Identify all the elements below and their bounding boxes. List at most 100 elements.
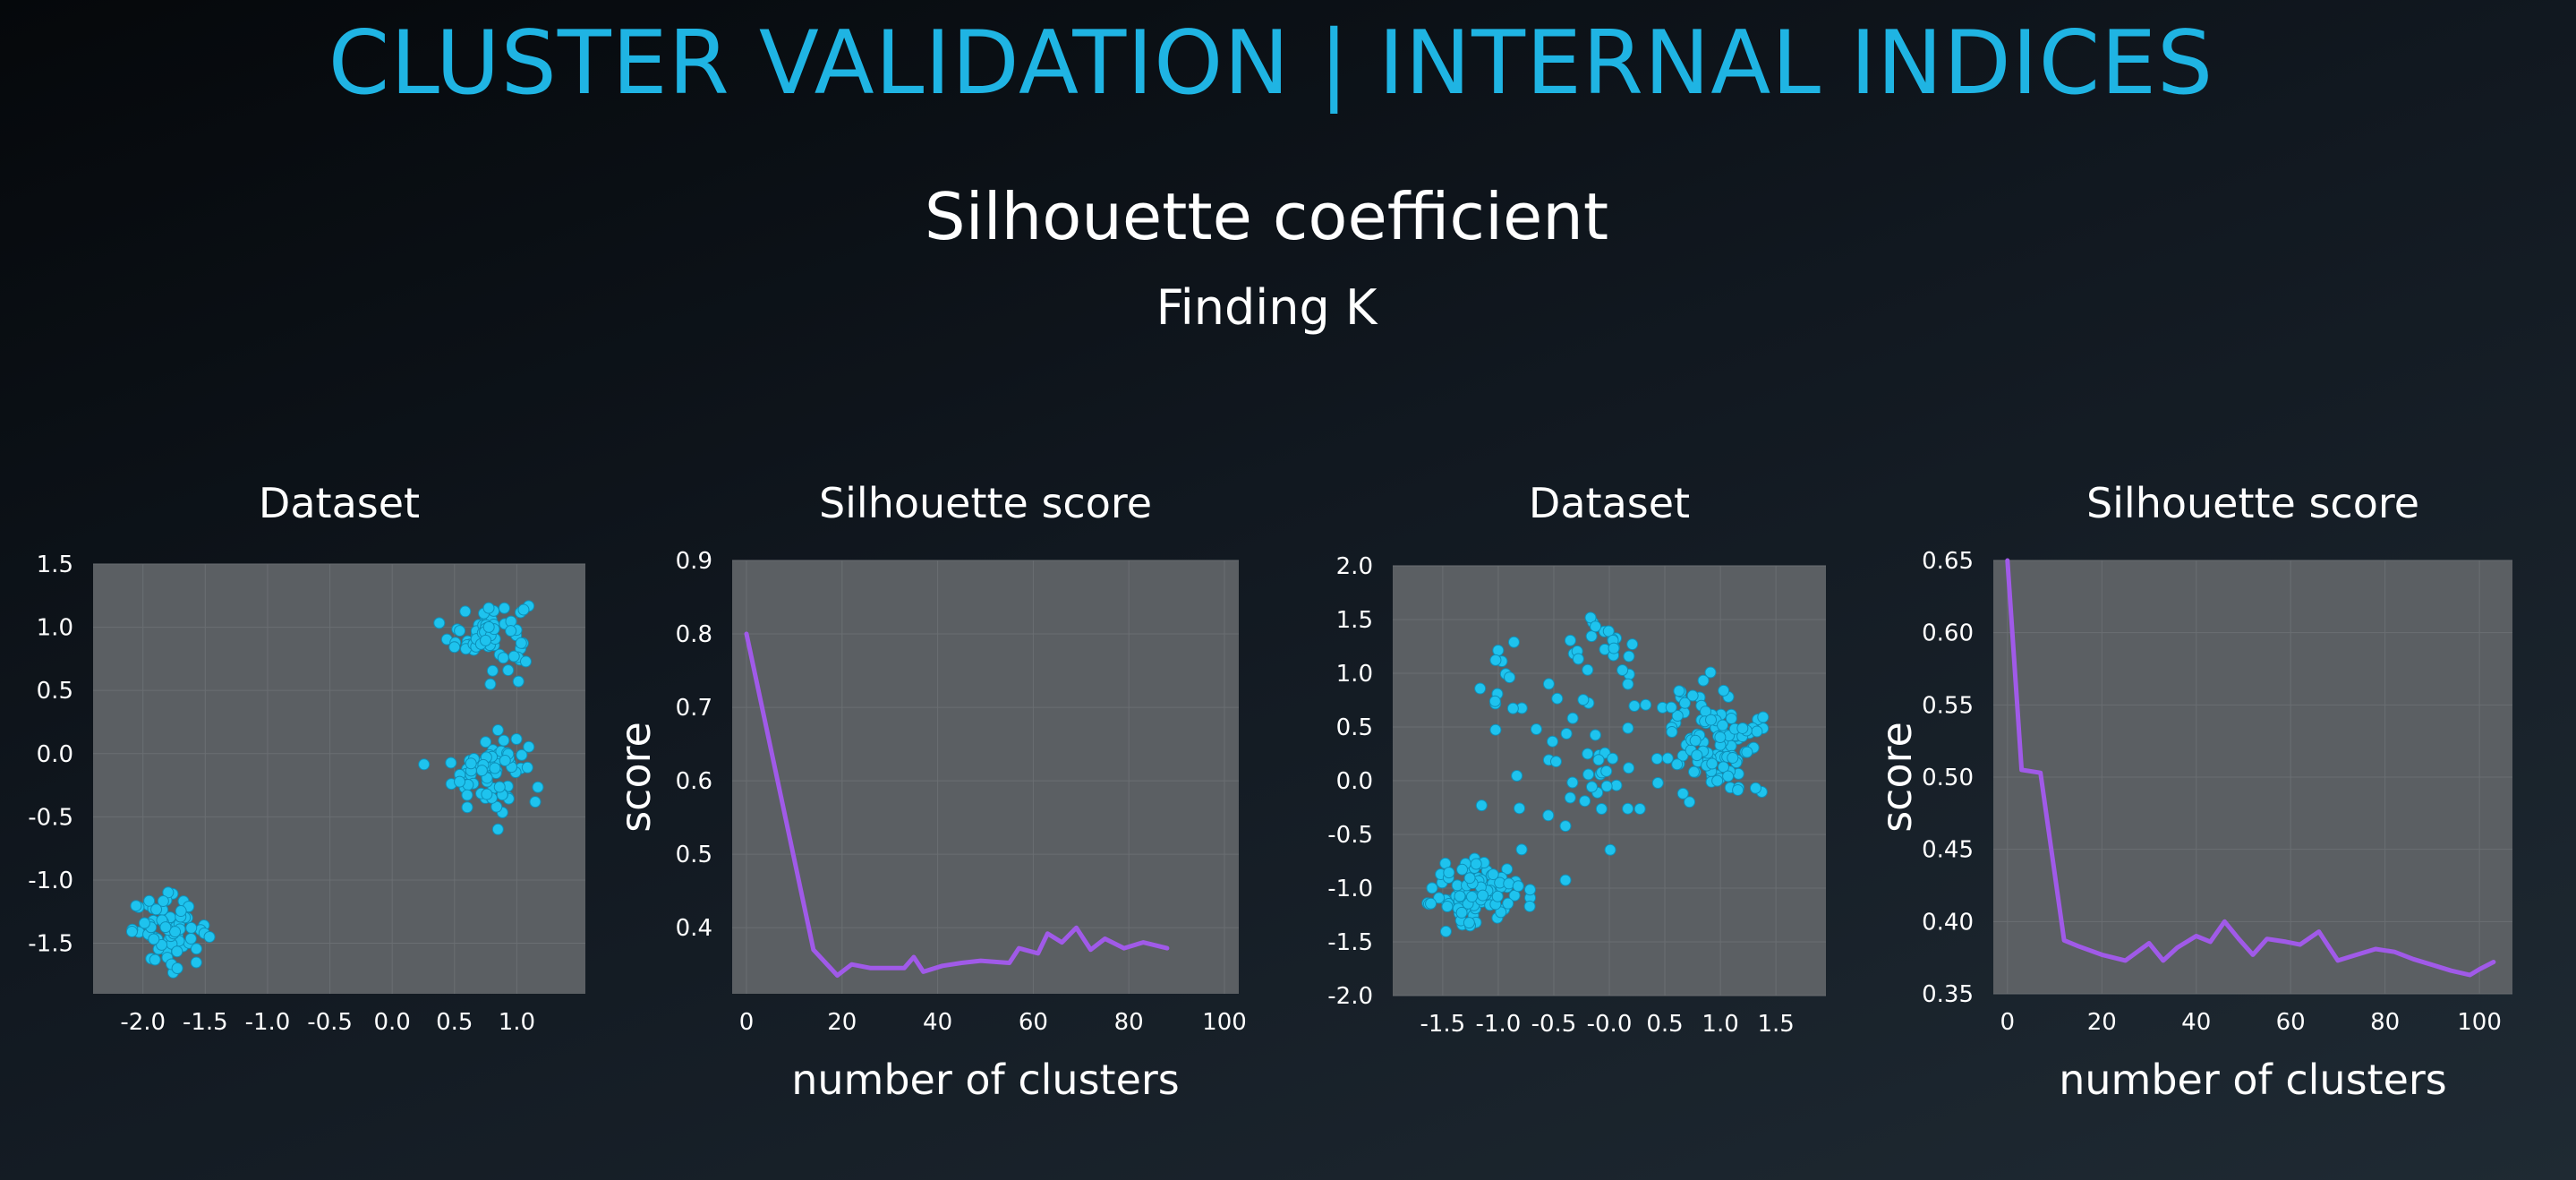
scatter-point xyxy=(190,956,202,969)
scatter-point xyxy=(1757,711,1770,723)
scatter-point xyxy=(1595,803,1608,816)
scatter-point xyxy=(498,734,510,747)
scatter-point xyxy=(159,921,172,934)
scatter-point xyxy=(1714,731,1727,743)
scatter-point xyxy=(1736,722,1749,734)
scatter-point xyxy=(1441,900,1454,912)
y-tick-label: 0.0 xyxy=(37,741,73,768)
scatter-point xyxy=(1477,889,1489,902)
scatter-point xyxy=(1684,796,1696,808)
scatter-point xyxy=(1456,863,1469,876)
x-tick-label: -1.5 xyxy=(1420,1011,1465,1038)
scatter-point xyxy=(1661,752,1674,765)
x-tick-label: -0.5 xyxy=(1531,1011,1577,1038)
scatter-point xyxy=(1678,697,1691,709)
silhouette-line-1: Silhouette score 0 20 40 60 80 100 0.9 0.8 0.7 0.6… xyxy=(611,479,1247,1104)
cluster-1 xyxy=(1421,843,1537,937)
scatter-point xyxy=(1749,782,1761,794)
scatter-point xyxy=(1514,802,1526,815)
chart-title: Dataset xyxy=(259,479,420,527)
scatter-point xyxy=(1628,699,1641,712)
scatter-point xyxy=(1691,749,1703,762)
scatter-point xyxy=(489,762,501,774)
scatter-point xyxy=(418,758,431,771)
y-tick-label: 0.6 xyxy=(676,768,712,795)
scatter-point xyxy=(1542,809,1555,822)
scatter-point xyxy=(502,664,515,677)
scatter-point xyxy=(486,664,499,677)
scatter-point xyxy=(1474,682,1487,695)
scatter-point xyxy=(1506,702,1519,714)
scatter-point xyxy=(1523,884,1536,896)
y-tick-label: -2.0 xyxy=(1327,983,1373,1010)
x-tick-label: 0.5 xyxy=(1646,1011,1683,1038)
scatter-point xyxy=(171,962,183,974)
cluster-4 xyxy=(1564,611,1639,706)
scatter-point xyxy=(482,602,495,614)
x-tick-label: 60 xyxy=(2276,1009,2306,1036)
scatter-point xyxy=(1671,758,1684,771)
scatter-point xyxy=(516,748,528,761)
x-tick-label: 1.5 xyxy=(1757,1011,1794,1038)
scatter-point xyxy=(1722,770,1735,782)
scatter-point xyxy=(521,761,533,774)
scatter-point xyxy=(1622,722,1634,734)
scatter-point xyxy=(498,602,510,614)
x-tick-label: -0.5 xyxy=(307,1009,353,1036)
scatter-point xyxy=(1454,890,1466,902)
scatter-point xyxy=(491,724,504,737)
scatter-point xyxy=(1608,642,1620,654)
scatter-point xyxy=(1584,611,1597,624)
scatter-point xyxy=(148,933,160,945)
scatter-point xyxy=(529,796,542,808)
scatter-point xyxy=(465,757,477,770)
x-tick-label: 80 xyxy=(1114,1009,1144,1036)
scatter-point xyxy=(1465,891,1478,903)
y-tick-label: 1.0 xyxy=(37,615,73,642)
y-tick-label: 0.5 xyxy=(676,842,712,868)
x-tick-label: 0 xyxy=(739,1009,755,1036)
scatter-point xyxy=(1640,698,1652,711)
scatter-point xyxy=(1551,692,1564,705)
scatter-point xyxy=(157,895,169,908)
scatter-point xyxy=(1475,799,1488,812)
scatter-point xyxy=(125,925,138,937)
scatter-point xyxy=(130,900,142,912)
scatter-point xyxy=(162,886,175,899)
scatter-point xyxy=(1530,723,1542,735)
scatter-point xyxy=(1515,843,1528,856)
scatter-point xyxy=(1511,770,1523,782)
cluster-3 xyxy=(125,886,216,979)
scatter-point xyxy=(459,605,472,618)
scatter-point xyxy=(1566,776,1579,789)
scatter-point xyxy=(1582,748,1594,760)
scatter-point xyxy=(175,905,187,918)
x-tick-label: 40 xyxy=(2181,1009,2211,1036)
scatter-point xyxy=(1564,791,1576,804)
scatter-point xyxy=(482,620,495,633)
scatter-point xyxy=(156,938,168,951)
y-tick-label: -0.5 xyxy=(1327,822,1373,849)
scatter-point xyxy=(1666,725,1678,738)
cluster-2 xyxy=(418,724,544,835)
scatter-point xyxy=(1512,880,1524,893)
scatter-point xyxy=(1491,890,1504,902)
scatter-point xyxy=(1623,762,1635,774)
y-axis-label: score xyxy=(611,722,660,833)
scatter-point xyxy=(532,781,544,793)
scatter-point xyxy=(1686,689,1699,702)
scatter-point xyxy=(1549,756,1562,768)
scatter-point xyxy=(1492,644,1505,656)
y-tick-label: 0.50 xyxy=(1922,765,1974,791)
x-tick-label: 100 xyxy=(2457,1009,2502,1036)
scatter-point xyxy=(1582,663,1594,676)
scatter-point xyxy=(1600,780,1613,792)
y-tick-label: -1.0 xyxy=(1327,876,1373,902)
scatter-point xyxy=(1676,749,1689,762)
dataset-scatter-1: Dataset -2.0 -1.5 -1.0 -0.5 0.0 0.5 1.0 1.5 1.0 0.… xyxy=(28,479,585,1036)
scatter-point xyxy=(1604,843,1616,856)
scatter-point xyxy=(203,930,216,943)
scatter-point xyxy=(1622,802,1634,815)
y-tick-label: 2.0 xyxy=(1336,553,1373,580)
scatter-point xyxy=(1566,712,1579,724)
